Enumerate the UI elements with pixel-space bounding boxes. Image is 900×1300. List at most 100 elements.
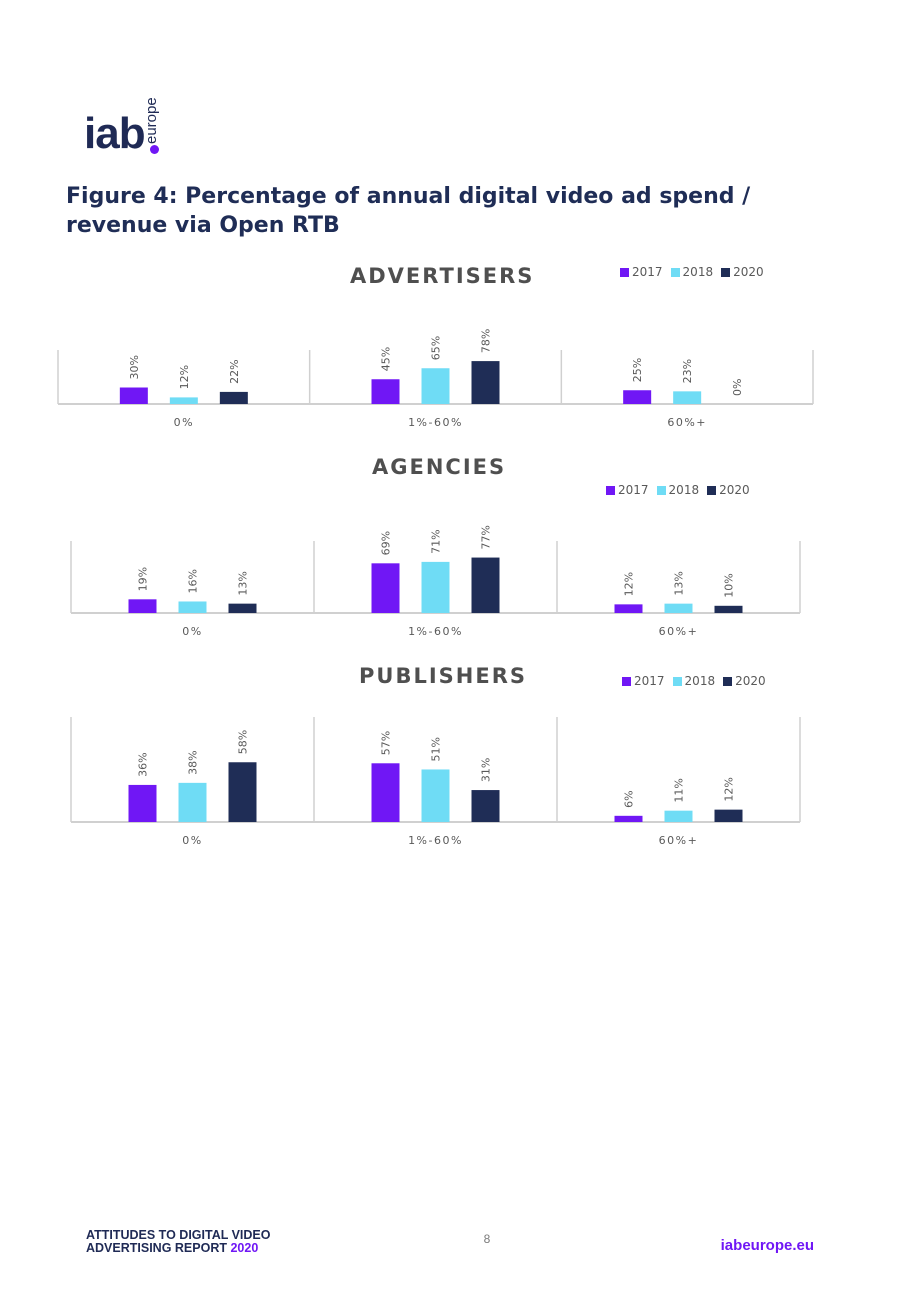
x-tick-label: 1%-60% bbox=[408, 625, 463, 638]
report-title: ATTITUDES TO DIGITAL VIDEO ADVERTISING R… bbox=[86, 1229, 271, 1255]
bar bbox=[128, 599, 157, 613]
data-label: 45% bbox=[380, 347, 393, 371]
bar bbox=[714, 809, 743, 822]
chart-title: PUBLISHERS bbox=[359, 664, 527, 688]
legend-item-2017: 2017 bbox=[606, 483, 649, 497]
data-label: 69% bbox=[380, 531, 393, 555]
chart-legend: 2017 2018 2020 bbox=[606, 483, 750, 497]
legend-item-2018: 2018 bbox=[656, 483, 700, 497]
data-label: 71% bbox=[430, 529, 443, 553]
bar bbox=[714, 605, 743, 613]
data-label: 51% bbox=[430, 737, 443, 761]
bar bbox=[471, 361, 500, 404]
bar bbox=[178, 601, 207, 613]
data-label: 25% bbox=[631, 358, 644, 382]
legend-label: 2017 bbox=[634, 674, 665, 688]
figure-title: Figure 4: Percentage of annual digital v… bbox=[66, 184, 751, 238]
data-label: 57% bbox=[380, 731, 393, 755]
bar bbox=[228, 603, 257, 613]
bar bbox=[228, 762, 257, 822]
data-label: 12% bbox=[623, 572, 636, 596]
data-label: 12% bbox=[178, 365, 191, 389]
bar bbox=[673, 391, 702, 404]
bar bbox=[371, 763, 400, 822]
data-label: 23% bbox=[681, 359, 694, 383]
data-label: 22% bbox=[228, 359, 241, 383]
legend-swatch bbox=[723, 676, 733, 686]
bar bbox=[219, 391, 248, 404]
legend-swatch bbox=[622, 676, 631, 686]
legend-label: 2018 bbox=[682, 265, 714, 279]
data-label: 12% bbox=[723, 777, 736, 801]
bar bbox=[169, 397, 198, 404]
bar bbox=[471, 790, 500, 822]
bar bbox=[371, 563, 400, 613]
legend-item-2020: 2020 bbox=[723, 674, 766, 688]
legend-item-2017: 2017 bbox=[620, 265, 663, 279]
legend-label: 2017 bbox=[618, 483, 649, 497]
chart-title: AGENCIES bbox=[372, 455, 507, 479]
legend-swatch bbox=[656, 485, 666, 495]
data-label: 13% bbox=[673, 571, 686, 595]
website-link[interactable]: iabeurope.eu bbox=[720, 1237, 814, 1254]
legend-swatch bbox=[606, 485, 615, 495]
data-label: 31% bbox=[480, 758, 493, 782]
bar bbox=[471, 557, 500, 613]
legend-item-2020: 2020 bbox=[707, 483, 750, 497]
report-title-line1: ATTITUDES TO DIGITAL VIDEO bbox=[86, 1228, 271, 1242]
data-label: 10% bbox=[723, 573, 736, 597]
legend-label: 2018 bbox=[668, 483, 700, 497]
legend-swatch bbox=[672, 676, 682, 686]
page-number: 8 bbox=[483, 1232, 491, 1246]
legend-label: 2020 bbox=[733, 265, 764, 279]
data-label: 65% bbox=[430, 336, 443, 360]
bar bbox=[421, 561, 450, 613]
legend-item-2018: 2018 bbox=[670, 265, 714, 279]
data-label: 78% bbox=[480, 329, 493, 353]
data-label: 36% bbox=[137, 752, 150, 776]
x-tick-label: 1%-60% bbox=[408, 416, 463, 429]
x-tick-label: 60%+ bbox=[659, 834, 699, 847]
logo-iab-text: iab bbox=[84, 109, 146, 158]
data-label: 11% bbox=[673, 778, 686, 802]
x-tick-label: 0% bbox=[174, 416, 194, 429]
legend-swatch bbox=[620, 267, 629, 277]
iab-europe-logo: europe iab bbox=[84, 86, 174, 158]
data-label: 13% bbox=[237, 571, 250, 595]
data-label: 19% bbox=[137, 567, 150, 591]
data-label: 0% bbox=[731, 379, 744, 396]
bar bbox=[421, 769, 450, 822]
legend-item-2018: 2018 bbox=[672, 674, 715, 688]
bar bbox=[128, 784, 157, 822]
legend-label: 2017 bbox=[632, 265, 663, 279]
data-label: 58% bbox=[237, 730, 250, 754]
legend-label: 2020 bbox=[719, 483, 750, 497]
chart-title: ADVERTISERS bbox=[350, 264, 535, 288]
data-label: 6% bbox=[623, 790, 636, 807]
chart-legend: 2017 2018 2020 bbox=[622, 674, 766, 688]
report-title-line2: ADVERTISING REPORT bbox=[86, 1241, 227, 1255]
bar bbox=[371, 379, 400, 404]
legend-swatch bbox=[721, 267, 731, 277]
bar bbox=[664, 603, 693, 613]
logo-dot bbox=[150, 145, 159, 154]
data-label: 77% bbox=[480, 525, 493, 549]
x-tick-label: 60%+ bbox=[667, 416, 707, 429]
x-tick-label: 0% bbox=[182, 625, 202, 638]
chart-legend: 2017 2018 2020 bbox=[620, 265, 764, 279]
x-tick-label: 1%-60% bbox=[408, 834, 463, 847]
data-label: 30% bbox=[128, 355, 141, 379]
bar bbox=[614, 604, 643, 613]
legend-swatch bbox=[670, 267, 680, 277]
data-label: 38% bbox=[187, 750, 200, 774]
bar bbox=[421, 368, 450, 404]
bar bbox=[119, 387, 148, 404]
bar bbox=[623, 390, 652, 404]
legend-item-2017: 2017 bbox=[622, 674, 665, 688]
data-label: 16% bbox=[187, 569, 200, 593]
legend-item-2020: 2020 bbox=[721, 265, 764, 279]
report-year: 2020 bbox=[230, 1241, 259, 1255]
